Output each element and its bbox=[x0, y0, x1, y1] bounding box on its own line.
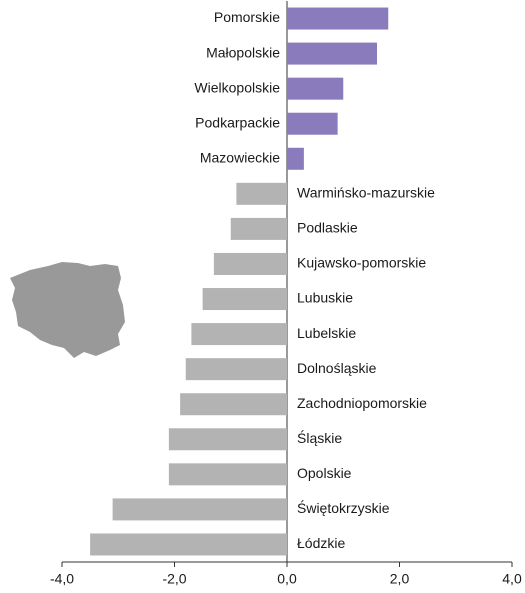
category-label: Wielkopolskie bbox=[194, 79, 280, 95]
category-label: Mazowieckie bbox=[200, 149, 280, 165]
bar bbox=[168, 428, 287, 451]
category-label: Łódzkie bbox=[297, 535, 345, 551]
category-label: Dolnośląskie bbox=[297, 360, 377, 376]
category-label: Lubuskie bbox=[297, 290, 353, 306]
bar bbox=[287, 42, 377, 65]
x-tick-label: -2,0 bbox=[162, 571, 186, 587]
x-tick-label: 0,0 bbox=[277, 571, 297, 587]
x-tick-label: 2,0 bbox=[390, 571, 410, 587]
category-label: Małopolskie bbox=[206, 44, 280, 60]
bar bbox=[287, 147, 304, 170]
bar bbox=[230, 217, 287, 240]
bar bbox=[180, 393, 287, 416]
bar bbox=[168, 463, 287, 486]
bar bbox=[236, 182, 287, 205]
category-label: Śląskie bbox=[297, 429, 342, 446]
bar bbox=[287, 112, 338, 135]
category-label: Podlaskie bbox=[297, 220, 358, 236]
category-label: Warmińsko-mazurskie bbox=[297, 185, 435, 201]
bar bbox=[112, 498, 287, 521]
bar bbox=[213, 252, 287, 275]
category-label: Pomorskie bbox=[214, 9, 280, 25]
category-label: Świętokrzyskie bbox=[297, 499, 390, 516]
bar bbox=[202, 288, 287, 311]
category-label: Lubelskie bbox=[297, 325, 356, 341]
bar bbox=[90, 533, 287, 556]
bar bbox=[185, 358, 287, 381]
bar bbox=[191, 323, 287, 346]
x-tick-label: -4,0 bbox=[50, 571, 74, 587]
bar bbox=[287, 7, 389, 30]
bar bbox=[287, 77, 344, 100]
poland-map bbox=[10, 262, 125, 358]
category-label: Opolskie bbox=[297, 465, 352, 481]
x-tick-label: 4,0 bbox=[502, 571, 522, 587]
category-label: Podkarpackie bbox=[195, 114, 280, 130]
category-label: Zachodniopomorskie bbox=[297, 395, 427, 411]
category-label: Kujawsko-pomorskie bbox=[297, 255, 426, 271]
